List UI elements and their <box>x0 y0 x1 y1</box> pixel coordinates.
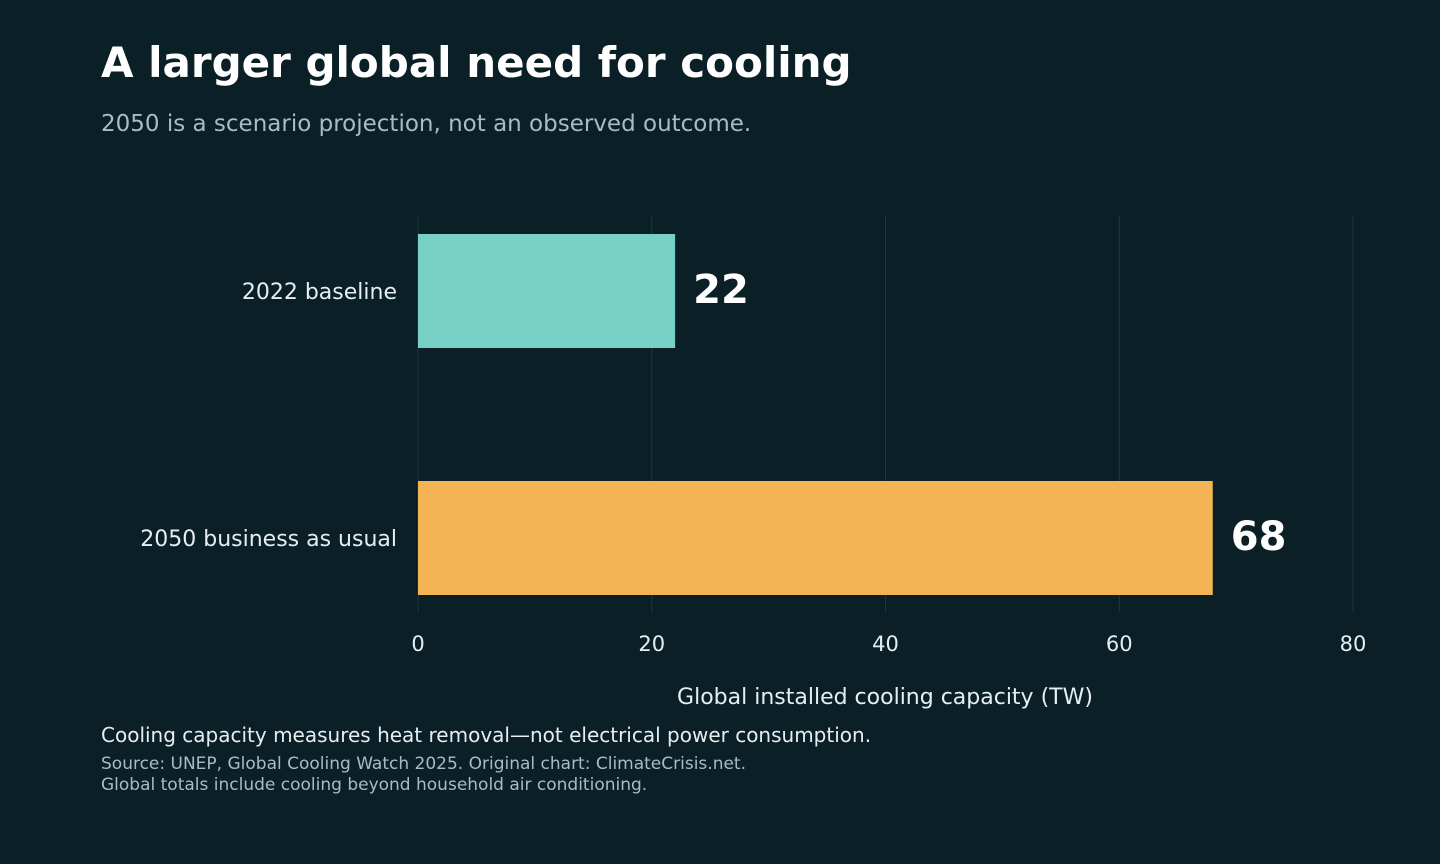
bars: 2022 baseline 22 2050 business as usual 68 <box>140 234 1286 595</box>
chart-subtitle: 2050 is a scenario projection, not an ob… <box>101 111 752 137</box>
chart-footnote: Cooling capacity measures heat removal—n… <box>101 723 872 747</box>
source-note: Source: UNEP, Global Cooling Watch 2025.… <box>101 754 746 796</box>
bar <box>418 481 1213 595</box>
source-line: Source: UNEP, Global Cooling Watch 2025.… <box>101 754 746 774</box>
value-label: 22 <box>693 267 749 313</box>
x-axis-ticks: 0 20 40 60 80 <box>411 632 1366 656</box>
x-tick-label: 40 <box>872 632 899 656</box>
value-label: 68 <box>1231 514 1287 560</box>
category-label: 2022 baseline <box>242 280 397 305</box>
category-label: 2050 business as usual <box>140 527 397 552</box>
bar <box>418 234 676 348</box>
x-axis-label: Global installed cooling capacity (TW) <box>677 685 1093 710</box>
x-tick-label: 80 <box>1340 632 1367 656</box>
source-line: Global totals include cooling beyond hou… <box>101 775 648 795</box>
x-tick-label: 0 <box>411 632 424 656</box>
chart-title: A larger global need for cooling <box>101 38 852 87</box>
x-tick-label: 60 <box>1106 632 1133 656</box>
x-tick-label: 20 <box>638 632 665 656</box>
